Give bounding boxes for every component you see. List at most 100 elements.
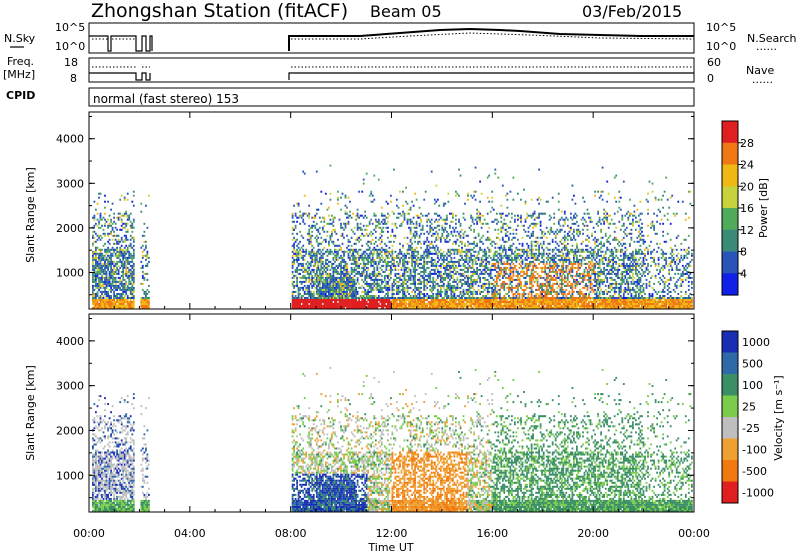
power-cell bbox=[350, 252, 353, 255]
power-cell bbox=[414, 295, 416, 297]
power-cell bbox=[126, 305, 129, 307]
power-cell bbox=[291, 238, 294, 241]
power-cell bbox=[402, 246, 404, 249]
power-cell bbox=[429, 270, 432, 273]
power-cell bbox=[98, 252, 100, 255]
power-cell bbox=[380, 238, 383, 241]
power-cell bbox=[346, 295, 348, 297]
power-cell bbox=[379, 301, 382, 303]
power-cell bbox=[120, 270, 123, 273]
power-cell bbox=[92, 252, 94, 255]
power-cell bbox=[132, 240, 135, 243]
power-cell bbox=[442, 301, 445, 303]
power-cell bbox=[494, 303, 497, 305]
power-cell bbox=[435, 278, 438, 281]
power-cell bbox=[291, 232, 294, 235]
power-cell bbox=[128, 254, 131, 257]
power-cell bbox=[417, 256, 419, 259]
power-cell bbox=[446, 307, 448, 309]
power-cell bbox=[514, 266, 516, 269]
power-cell bbox=[462, 290, 465, 293]
power-cell bbox=[515, 303, 518, 305]
power-cell bbox=[117, 240, 120, 243]
power-cell bbox=[458, 234, 460, 237]
power-cell bbox=[470, 297, 472, 299]
power-cell bbox=[93, 278, 96, 281]
power-cell bbox=[297, 307, 300, 309]
power-cell bbox=[335, 270, 338, 273]
power-cell bbox=[396, 198, 398, 201]
power-cell bbox=[344, 290, 347, 293]
power-cell bbox=[305, 280, 308, 283]
power-cell bbox=[347, 252, 350, 255]
power-cell bbox=[119, 198, 122, 201]
power-cell bbox=[367, 297, 370, 299]
power-cell bbox=[303, 212, 306, 215]
power-cell bbox=[117, 284, 120, 287]
power-cell bbox=[356, 278, 359, 281]
power-cell bbox=[125, 270, 128, 273]
power-cell bbox=[511, 244, 513, 247]
power-cell bbox=[385, 256, 388, 259]
power-cell bbox=[423, 232, 426, 235]
power-cell bbox=[96, 282, 99, 285]
power-cell bbox=[129, 238, 132, 241]
power-cell bbox=[439, 236, 442, 239]
power-cell bbox=[523, 252, 525, 255]
power-cell bbox=[302, 236, 305, 239]
power-cell bbox=[394, 256, 397, 259]
power-cell bbox=[452, 266, 454, 269]
power-cell bbox=[435, 293, 438, 295]
power-cell bbox=[486, 278, 489, 281]
power-cell bbox=[480, 284, 483, 287]
power-cell bbox=[501, 280, 504, 283]
power-cell bbox=[320, 303, 323, 305]
power-cell bbox=[346, 234, 348, 237]
power-cell bbox=[461, 299, 463, 301]
power-cell bbox=[314, 254, 317, 257]
power-cell bbox=[383, 252, 386, 255]
power-cell bbox=[408, 256, 410, 259]
power-cell bbox=[126, 260, 129, 263]
power-cell bbox=[446, 299, 448, 301]
power-cell bbox=[415, 299, 418, 301]
power-cell bbox=[362, 286, 365, 289]
power-cell bbox=[488, 307, 491, 309]
power-cell bbox=[527, 250, 530, 253]
power-cell bbox=[92, 301, 94, 303]
power-cell bbox=[473, 280, 475, 283]
power-cell bbox=[314, 214, 317, 217]
power-cell bbox=[406, 248, 409, 251]
power-cell bbox=[459, 290, 462, 293]
power-cell bbox=[412, 260, 415, 263]
power-cell bbox=[308, 272, 311, 275]
power-cell bbox=[302, 301, 305, 303]
power-cell bbox=[297, 290, 300, 293]
power-cell bbox=[530, 272, 533, 275]
power-cell bbox=[352, 262, 354, 265]
power-cell bbox=[479, 220, 481, 223]
power-cell bbox=[488, 250, 491, 253]
power-cell bbox=[433, 299, 436, 301]
power-cell bbox=[371, 272, 374, 275]
power-cell bbox=[368, 252, 371, 255]
power-cell bbox=[521, 242, 524, 245]
power-cell bbox=[471, 262, 474, 265]
power-cell bbox=[324, 295, 327, 297]
power-cell bbox=[332, 272, 335, 275]
power-cell bbox=[504, 232, 507, 235]
power-cell bbox=[119, 299, 122, 301]
power-cell bbox=[514, 214, 516, 217]
power-cell bbox=[337, 286, 339, 289]
power-cell bbox=[485, 264, 488, 267]
power-cell bbox=[114, 297, 117, 299]
power-cell bbox=[453, 230, 456, 233]
power-cell bbox=[309, 252, 312, 255]
power-cell bbox=[453, 248, 456, 251]
power-cell bbox=[110, 295, 112, 297]
power-cell bbox=[491, 301, 494, 303]
power-cell bbox=[341, 192, 344, 195]
power-cell bbox=[486, 305, 489, 307]
power-cell bbox=[111, 280, 114, 283]
power-cell bbox=[436, 198, 439, 201]
